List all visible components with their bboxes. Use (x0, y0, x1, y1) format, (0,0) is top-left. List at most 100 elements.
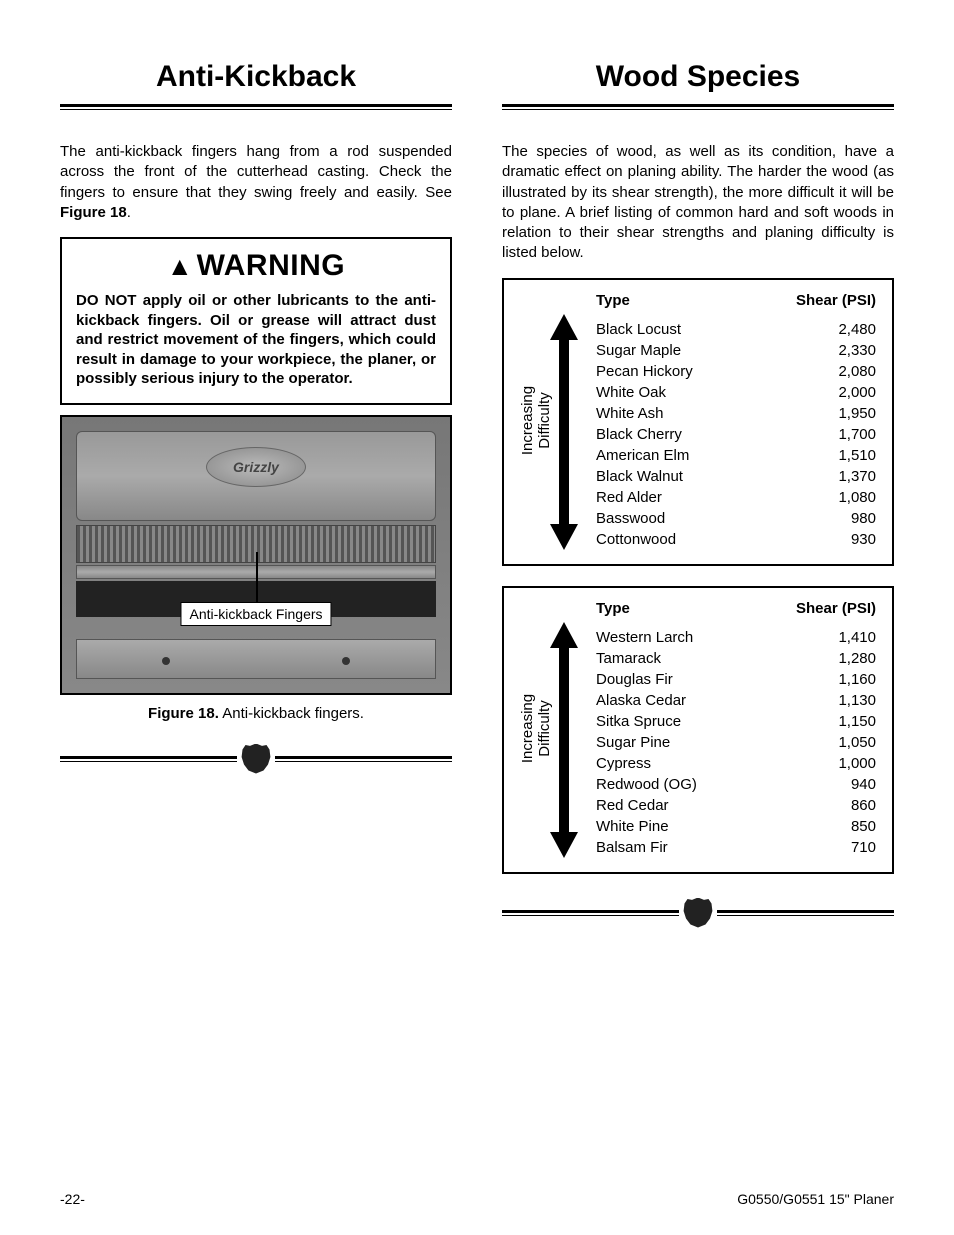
wood-type: Sitka Spruce (596, 711, 806, 732)
col-psi: Shear (PSI) (776, 292, 876, 309)
page-number: -22- (60, 1191, 85, 1207)
intro-tail: . (127, 204, 131, 221)
table-row: Sugar Pine1,050 (596, 732, 876, 753)
table-row: Black Cherry1,700 (596, 424, 876, 445)
col-type: Type (596, 600, 776, 617)
shear-psi: 850 (806, 816, 876, 837)
table-row: White Pine850 (596, 816, 876, 837)
wood-type: Cottonwood (596, 529, 806, 550)
shear-psi: 1,410 (806, 627, 876, 648)
bolt-right-icon (342, 657, 350, 665)
col-type: Type (596, 292, 776, 309)
shear-psi: 1,510 (806, 445, 876, 466)
difficulty-arrow-col: IncreasingDifficulty (520, 600, 580, 858)
brand-badge: Grizzly (206, 447, 306, 487)
shear-psi: 1,950 (806, 403, 876, 424)
warning-text: DO NOT apply oil or other lubricants to … (76, 291, 436, 389)
wood-species-title: Wood Species (502, 60, 894, 104)
wood-type: Black Cherry (596, 424, 806, 445)
section-end-left (60, 744, 452, 774)
wood-type: Tamarack (596, 648, 806, 669)
shear-psi: 2,080 (806, 361, 876, 382)
wood-type: White Oak (596, 382, 806, 403)
table-row: Black Locust2,480 (596, 319, 876, 340)
shear-psi: 1,280 (806, 648, 876, 669)
wood-type: Douglas Fir (596, 669, 806, 690)
figure-18-image: Grizzly Anti-kickback Fingers (60, 415, 452, 695)
difficulty-label: IncreasingDifficulty (520, 694, 553, 763)
warning-label: WARNING (197, 249, 346, 283)
wood-type: White Ash (596, 403, 806, 424)
difficulty-label: IncreasingDifficulty (520, 386, 553, 455)
table-row: Pecan Hickory2,080 (596, 361, 876, 382)
figure-caption: Figure 18. Anti-kickback fingers. (60, 705, 452, 722)
table-row: Sugar Maple2,330 (596, 340, 876, 361)
shear-psi: 1,050 (806, 732, 876, 753)
table-head: Type Shear (PSI) (596, 600, 876, 617)
anti-kickback-title: Anti-Kickback (60, 60, 452, 104)
wood-type: Cypress (596, 753, 806, 774)
shear-psi: 1,080 (806, 487, 876, 508)
figure-caption-bold: Figure 18. (148, 705, 219, 722)
end-bar (60, 756, 237, 762)
wood-type: Red Cedar (596, 795, 806, 816)
warning-box: ▲ WARNING DO NOT apply oil or other lubr… (60, 237, 452, 405)
left-column: Anti-Kickback The anti-kickback fingers … (60, 60, 452, 1120)
bear-icon (683, 898, 713, 928)
hardwoods-table: IncreasingDifficulty Type Shear (PSI) Bl… (502, 278, 894, 566)
page-footer: -22- G0550/G0551 15" Planer (60, 1191, 894, 1207)
softwoods-table: IncreasingDifficulty Type Shear (PSI) We… (502, 586, 894, 874)
wood-type: Red Alder (596, 487, 806, 508)
table-row: Sitka Spruce1,150 (596, 711, 876, 732)
table-row: Alaska Cedar1,130 (596, 690, 876, 711)
shear-psi: 1,370 (806, 466, 876, 487)
wood-type: Black Walnut (596, 466, 806, 487)
intro-text: The anti-kickback fingers hang from a ro… (60, 143, 452, 201)
title-rule (60, 104, 452, 110)
up-arrow-icon (550, 622, 578, 862)
base-band (76, 639, 436, 679)
shear-psi: 710 (806, 837, 876, 858)
shear-psi: 1,000 (806, 753, 876, 774)
right-column: Wood Species The species of wood, as wel… (502, 60, 894, 1120)
wood-type: Redwood (OG) (596, 774, 806, 795)
table-row: White Ash1,950 (596, 403, 876, 424)
table-row: White Oak2,000 (596, 382, 876, 403)
table-row: Cypress1,000 (596, 753, 876, 774)
wood-type: Pecan Hickory (596, 361, 806, 382)
table-row: Red Cedar860 (596, 795, 876, 816)
end-bar (275, 756, 452, 762)
bolt-left-icon (162, 657, 170, 665)
model-label: G0550/G0551 15" Planer (737, 1191, 894, 1207)
shear-psi: 2,480 (806, 319, 876, 340)
table-row: Red Alder1,080 (596, 487, 876, 508)
shear-psi: 1,130 (806, 690, 876, 711)
wood-type: White Pine (596, 816, 806, 837)
callout-label: Anti-kickback Fingers (180, 602, 331, 626)
difficulty-arrow-col: IncreasingDifficulty (520, 292, 580, 550)
up-arrow-icon (550, 314, 578, 554)
table-row: Basswood980 (596, 508, 876, 529)
shear-psi: 930 (806, 529, 876, 550)
intro-figure-ref: Figure 18 (60, 204, 127, 221)
wood-type: Sugar Maple (596, 340, 806, 361)
shear-psi: 980 (806, 508, 876, 529)
warning-header: ▲ WARNING (76, 249, 436, 283)
section-end-right (502, 898, 894, 928)
col-psi: Shear (PSI) (776, 600, 876, 617)
callout-line (256, 552, 258, 602)
shear-psi: 860 (806, 795, 876, 816)
wood-type: Sugar Pine (596, 732, 806, 753)
wood-type: American Elm (596, 445, 806, 466)
warning-triangle-icon: ▲ (167, 253, 193, 279)
table-row: American Elm1,510 (596, 445, 876, 466)
figure-caption-rest: Anti-kickback fingers. (219, 705, 364, 722)
wood-type: Balsam Fir (596, 837, 806, 858)
table-row: Tamarack1,280 (596, 648, 876, 669)
table-row: Western Larch1,410 (596, 627, 876, 648)
shear-psi: 2,000 (806, 382, 876, 403)
shear-psi: 940 (806, 774, 876, 795)
wood-species-intro: The species of wood, as well as its cond… (502, 142, 894, 264)
shear-psi: 1,160 (806, 669, 876, 690)
wood-type: Alaska Cedar (596, 690, 806, 711)
